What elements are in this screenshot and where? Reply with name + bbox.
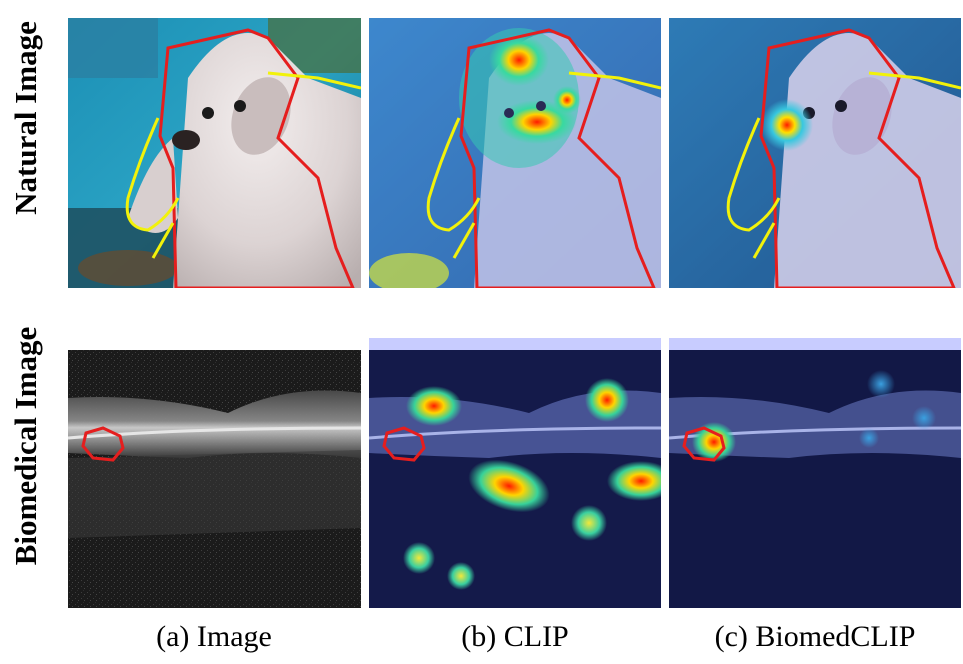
biomedical-image-panel (68, 338, 361, 608)
dog-photo (68, 18, 361, 288)
caption-clip: (b) CLIP (461, 620, 569, 653)
caption-biomedclip: (c) BiomedCLIP (714, 620, 916, 653)
row-label-biomedical: Biomedical Image (8, 326, 43, 566)
oct-scan (68, 338, 361, 608)
caption-image: (a) Image (156, 620, 272, 653)
biomedical-clip-heatmap-panel (369, 338, 661, 608)
row-label-natural: Natural Image (8, 21, 43, 215)
natural-image-panel (68, 18, 361, 288)
biomedical-biomedclip-heatmap-panel (669, 338, 961, 608)
oct-biomedclip-heatmap (669, 338, 961, 608)
oct-clip-heatmap (369, 338, 661, 608)
dog-clip-heatmap (369, 18, 661, 288)
natural-clip-heatmap-panel (369, 18, 661, 288)
natural-biomedclip-heatmap-panel (669, 18, 961, 288)
dog-biomedclip-heatmap (669, 18, 961, 288)
